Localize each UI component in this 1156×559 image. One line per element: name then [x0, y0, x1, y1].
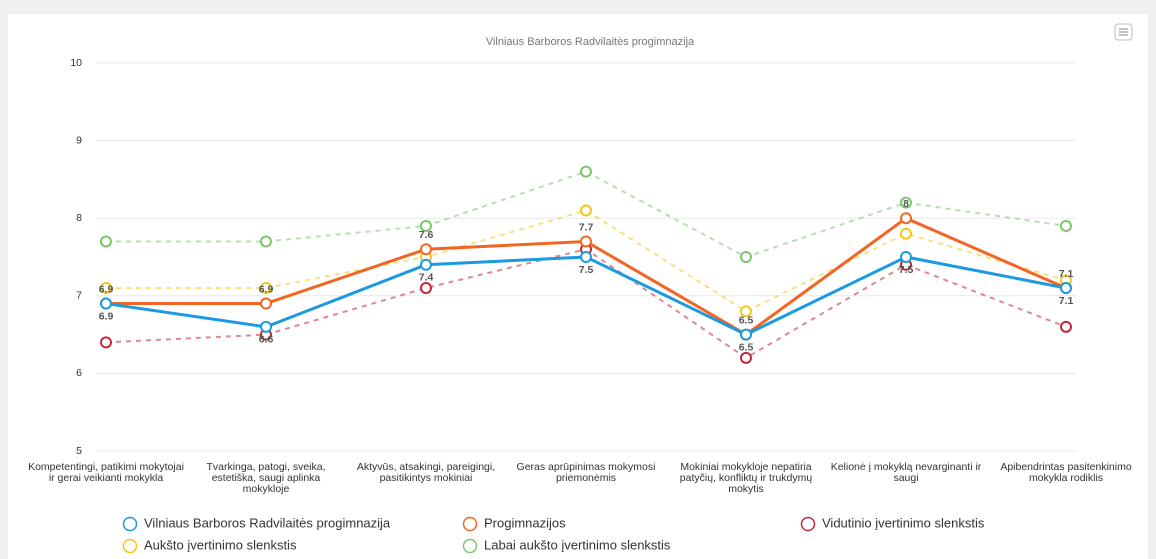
data-label: 6.9	[99, 283, 114, 295]
y-tick-label: 7	[76, 290, 82, 302]
y-tick-label: 10	[70, 57, 82, 69]
point-marker	[740, 251, 752, 263]
data-label: 7.1	[1059, 268, 1074, 280]
point-marker	[580, 204, 592, 217]
point-marker	[100, 336, 112, 349]
point-marker	[260, 282, 272, 295]
legend-label: Labai aukšto įvertinimo slenkstis	[484, 537, 671, 552]
data-label: 7.1	[1059, 295, 1074, 307]
y-tick-label: 9	[76, 134, 82, 146]
data-label: 6.6	[259, 334, 274, 346]
data-label: 6.5	[739, 341, 754, 353]
data-label: 8	[903, 198, 909, 210]
point-marker	[580, 165, 592, 178]
x-tick-label: Tvarkinga, patogi, sveika, estetiška, sa…	[206, 461, 326, 495]
point-marker	[900, 227, 912, 240]
point-marker	[740, 351, 752, 364]
data-label: 6.9	[99, 310, 114, 322]
legend-marker	[462, 538, 478, 553]
point-marker	[1060, 219, 1072, 232]
point-marker	[420, 258, 432, 271]
point-marker	[420, 282, 432, 295]
series	[100, 165, 1072, 263]
x-tick-label: Kelionė į mokyklą nevarginanti ir saugi	[830, 461, 982, 484]
y-tick-label: 5	[76, 445, 82, 457]
legend-marker	[800, 516, 816, 532]
legend-label: Aukšto įvertinimo slenkstis	[144, 537, 297, 552]
point-marker	[100, 282, 112, 295]
point-marker	[580, 235, 592, 248]
point-marker	[260, 320, 272, 333]
y-tick-label: 8	[76, 212, 82, 224]
point-marker	[100, 297, 112, 310]
data-label: 7.6	[419, 229, 434, 241]
data-label: 6.9	[259, 283, 274, 295]
x-tick-label: Apibendrintas pasitenkinimo mokykla rodi…	[1000, 461, 1132, 484]
data-label: 7.7	[579, 221, 594, 233]
x-tick-label: Mokiniai mokykloje nepatiria patyčių, ko…	[679, 461, 813, 495]
series	[100, 251, 1072, 341]
point-marker	[260, 297, 272, 310]
point-marker	[900, 196, 912, 209]
legend-label: Vilniaus Barboros Radvilaitės progimnazi…	[144, 515, 391, 530]
point-marker	[740, 328, 752, 341]
x-tick-label: Kompetentingi, patikimi mokytojai ir ger…	[28, 461, 184, 484]
chart-title: Vilniaus Barboros Radvilaitės progimnazi…	[486, 36, 695, 48]
legend-label: Vidutinio įvertinimo slenkstis	[822, 515, 985, 530]
point-marker	[900, 251, 912, 263]
legend-marker	[122, 538, 138, 553]
x-tick-label: Aktyvūs, atsakingi, pareigingi, pasitiki…	[356, 461, 496, 484]
data-label: 7.4	[419, 272, 434, 284]
point-marker	[1060, 320, 1072, 333]
point-marker	[1060, 282, 1072, 295]
chart-card	[8, 14, 1148, 559]
point-marker	[900, 212, 912, 225]
point-marker	[420, 243, 432, 256]
point-marker	[260, 235, 272, 248]
menu-button[interactable]	[1114, 23, 1133, 41]
legend-label: Progimnazijos	[484, 515, 566, 530]
point-marker	[100, 235, 112, 248]
data-label: 6.5	[739, 314, 754, 326]
data-label: 7.5	[579, 264, 594, 276]
point-marker	[420, 219, 432, 232]
point-marker	[740, 305, 752, 318]
y-tick-label: 6	[76, 367, 82, 379]
x-tick-label: Geras aprūpinimas mokymosi priemonėmis	[516, 461, 656, 484]
legend-marker	[462, 516, 478, 532]
point-marker	[580, 251, 592, 263]
legend-marker	[122, 516, 138, 532]
data-label: 7.5	[899, 264, 914, 276]
